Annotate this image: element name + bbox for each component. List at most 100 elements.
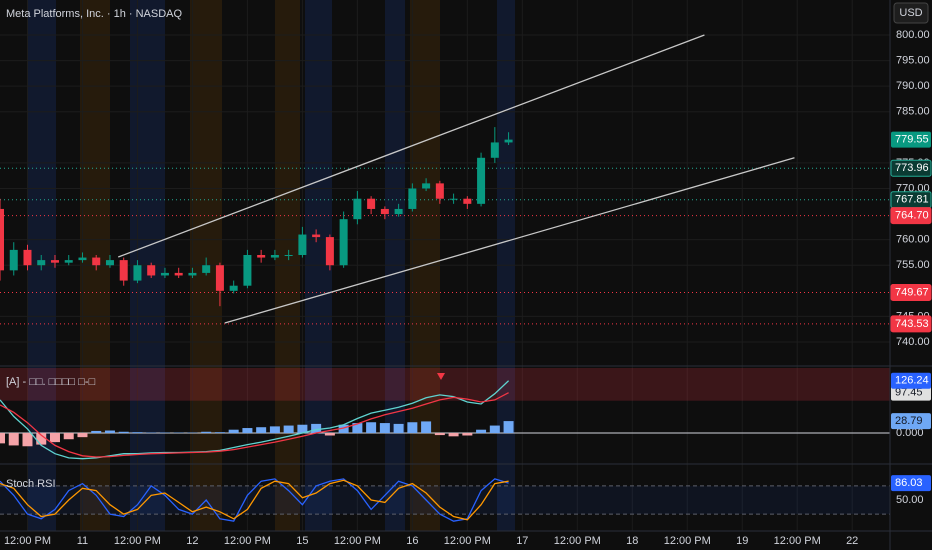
histogram-bar [242, 428, 253, 434]
histogram-bar [366, 422, 377, 434]
histogram-bar [476, 429, 487, 434]
indicator-line [0, 392, 509, 458]
value-label: 97.45 [895, 387, 923, 399]
currency-button[interactable] [893, 2, 929, 24]
histogram-bar [379, 423, 390, 434]
candle-body [325, 237, 334, 266]
x-tick-label: 12:00 PM [114, 535, 161, 547]
histogram-bar [49, 433, 60, 443]
level-label: 743.53 [895, 318, 929, 330]
histogram-bar [352, 423, 363, 434]
histogram-bar [338, 424, 349, 434]
candle-body [339, 219, 348, 266]
histogram-bar [36, 433, 47, 445]
value-tag [890, 159, 932, 177]
histogram-bar [118, 431, 129, 434]
y-tick-label: 50.00 [896, 494, 924, 506]
histogram-bar [503, 421, 514, 434]
histogram-bar [297, 424, 308, 434]
value-tag [890, 315, 932, 333]
y-tick-label: 755.00 [896, 259, 930, 271]
x-tick-label: 19 [736, 535, 748, 547]
candle-body [133, 265, 142, 281]
histogram-bar [324, 433, 335, 436]
candle-body [380, 208, 389, 215]
histogram-bar [462, 433, 473, 436]
trend-line [117, 34, 705, 258]
x-tick-label: 11 [77, 535, 88, 547]
value-tag [890, 284, 932, 302]
candle-body [105, 260, 114, 266]
candle-body [147, 265, 156, 276]
histogram-bar [201, 431, 212, 434]
candle-body [188, 272, 197, 276]
histogram-bar [421, 421, 432, 434]
candle-body [257, 254, 266, 258]
x-tick-label: 12:00 PM [334, 535, 381, 547]
candle-body [298, 234, 307, 255]
histogram-bar [91, 430, 102, 434]
y-tick-label: 0.000 [896, 427, 924, 439]
indicator-title: [A] - □□. □□□□ □-□ [6, 376, 96, 388]
candle-body [312, 234, 321, 238]
candle-body [0, 208, 4, 271]
candle-body [78, 257, 87, 261]
candle-body [215, 265, 224, 291]
x-tick-label: 12:00 PM [774, 535, 821, 547]
histogram-bar [393, 423, 404, 434]
candle-body [174, 272, 183, 276]
candle-body [229, 285, 238, 291]
level-label: 773.96 [895, 162, 929, 174]
x-tick-label: 12:00 PM [554, 535, 601, 547]
histogram-bar [256, 427, 267, 434]
value-tag [891, 131, 931, 148]
level-label: 749.67 [895, 286, 929, 298]
histogram-bar [489, 425, 500, 434]
x-tick-label: 18 [626, 535, 638, 547]
candle-body [394, 208, 403, 215]
x-tick-label: 12 [186, 535, 198, 547]
level-label: 767.81 [895, 194, 929, 206]
x-tick-label: 12:00 PM [224, 535, 271, 547]
value-tag [891, 372, 931, 389]
indicator-title: Stoch RSI [6, 478, 56, 490]
value-label: 28.79 [895, 415, 923, 427]
value-label: 86.03 [895, 477, 923, 489]
histogram-bar [104, 430, 115, 434]
y-tick-label: 790.00 [896, 80, 930, 92]
y-tick-label: 800.00 [896, 29, 930, 41]
histogram-bar [448, 433, 459, 437]
candle-body [23, 249, 32, 266]
histogram-bar [434, 433, 445, 436]
x-tick-label: 12:00 PM [444, 535, 491, 547]
plot: 12:00 PM 11 12:00 PM 12 12:00 PM 15 12:00 PM 16… [0, 29, 932, 547]
histogram-bar [228, 429, 239, 434]
candle-body [64, 260, 73, 263]
histogram-bar [8, 433, 19, 446]
y-tick-label: 795.00 [896, 54, 930, 66]
candle-body [9, 249, 18, 271]
candle-body [284, 254, 293, 256]
candle-body [92, 257, 101, 266]
candle-body [490, 142, 499, 158]
value-label: 126.24 [895, 375, 929, 387]
candle-body [504, 139, 513, 143]
histogram-bar [77, 433, 88, 438]
indicator-line [0, 380, 510, 460]
candle-body [408, 188, 417, 209]
histogram-bar [0, 433, 5, 444]
histogram-bar [63, 433, 74, 440]
candle-body [435, 183, 444, 199]
histogram-bar [283, 425, 294, 434]
y-tick-label: 785.00 [896, 106, 930, 118]
candle-body [160, 272, 169, 276]
currency[interactable]: USD [899, 7, 922, 19]
value-tag [891, 475, 931, 492]
candle-body [202, 265, 211, 273]
x-tick-label: 22 [846, 535, 858, 547]
value-tag [890, 207, 932, 225]
level-label: 764.70 [895, 210, 929, 222]
x-tick-label: 17 [516, 535, 528, 547]
histogram-bar [407, 422, 418, 434]
indicator-line [0, 478, 509, 522]
